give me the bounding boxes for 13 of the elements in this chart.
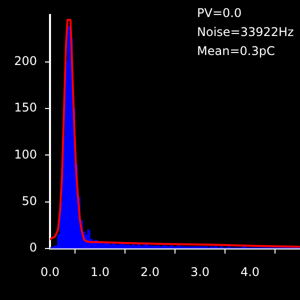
annotation: PV=0.0 <box>197 6 242 20</box>
annotation: Mean=0.3pC <box>197 44 275 58</box>
x-tick-label: 4.0 <box>240 264 260 279</box>
x-tick-label: 0.0 <box>40 264 60 279</box>
y-tick-label: 0 <box>29 240 37 255</box>
y-tick-label: 150 <box>14 100 37 115</box>
y-tick-label: 100 <box>14 147 37 162</box>
x-tick-label: 1.0 <box>90 264 110 279</box>
annotation: Noise=33922Hz <box>197 25 294 40</box>
y-tick-label: 50 <box>22 194 37 208</box>
x-tick-label: 2.0 <box>140 264 160 279</box>
y-tick-label: 200 <box>14 54 37 68</box>
x-tick-label: 3.0 <box>190 264 210 279</box>
